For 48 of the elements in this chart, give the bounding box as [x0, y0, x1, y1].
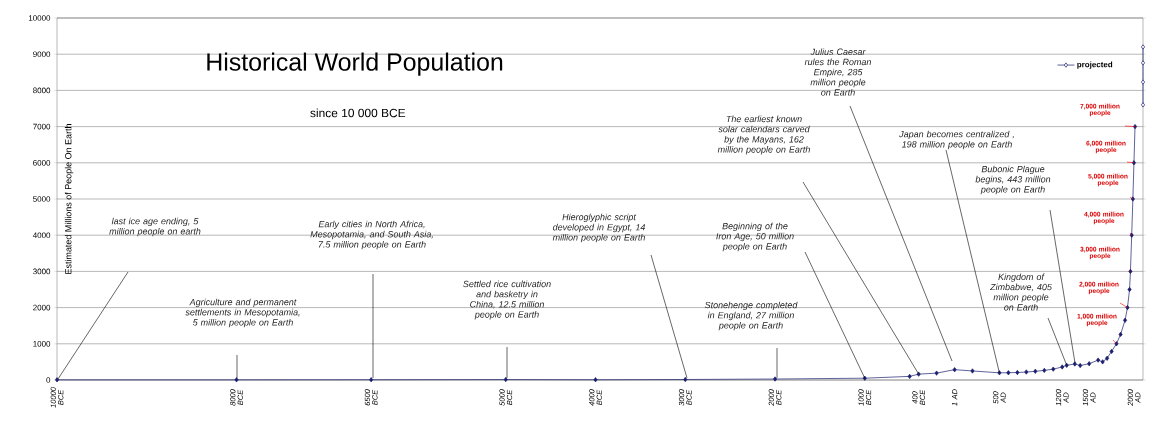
point [1109, 348, 1114, 354]
point [1060, 364, 1065, 370]
point [593, 377, 598, 383]
point [1096, 357, 1101, 363]
annotation: Early cities in North Africa, Mesopotamia, and South Asia, 7.5 million people on Earth [310, 220, 433, 250]
point [1100, 359, 1105, 365]
text: since 10 000 BCE [310, 108, 406, 118]
point [1072, 361, 1077, 367]
point [1105, 355, 1110, 361]
point [934, 370, 939, 376]
annotation: The earliest known solar calendars carved by the Mayans, 162 million people on Earth [717, 115, 810, 155]
point [1141, 102, 1146, 108]
point [1015, 369, 1020, 376]
annotation: Japan becomes centralized , 198 million people on Earth [899, 130, 1014, 150]
point [1033, 368, 1038, 374]
point [907, 373, 912, 379]
point [234, 377, 239, 383]
point [952, 367, 957, 373]
annotation: Bubonic Plague begins, 443 million people on Earth [975, 165, 1051, 195]
point [1141, 44, 1146, 50]
point [55, 377, 59, 383]
point [1123, 317, 1128, 323]
point [773, 376, 778, 382]
text: Historical World Population [207, 52, 503, 76]
annotation: last ice age ending, 5 million people on earth [109, 217, 201, 237]
point [683, 376, 688, 383]
point [1006, 370, 1011, 376]
point [1118, 331, 1123, 337]
point [369, 377, 374, 383]
annotation: Settled rice cultivation and basketry in China, 12.5 million people on Earth [463, 280, 551, 320]
point [1051, 366, 1056, 372]
y-axis-title: Estimated Millions of People On Earth [64, 124, 74, 274]
point [1141, 60, 1146, 66]
point [916, 371, 921, 377]
annotation: Hieroglyphic script developed in Egypt, 14 million people on Earth [552, 213, 646, 243]
annotation: Stonehenge completed in England, 27 million people on Earth [704, 301, 798, 331]
point [1141, 79, 1146, 85]
point [1127, 286, 1132, 293]
point [1087, 361, 1092, 367]
point [970, 368, 975, 374]
annotation: Julius Caesar rules the Roman Empire, 285 million people on Earth [804, 48, 871, 96]
annotation: Kingdom of Zimbabwe, 405 million people on Earth [989, 273, 1052, 311]
point [1078, 362, 1083, 369]
annotation: Agriculture and permanent settlements in Mesopotamia, 5 million people on Earth [185, 298, 300, 328]
annotation: Beginning of the Iron Age, 50 million people on Earth [716, 222, 794, 252]
point [503, 377, 508, 383]
point [1042, 367, 1047, 373]
point [1024, 369, 1029, 375]
